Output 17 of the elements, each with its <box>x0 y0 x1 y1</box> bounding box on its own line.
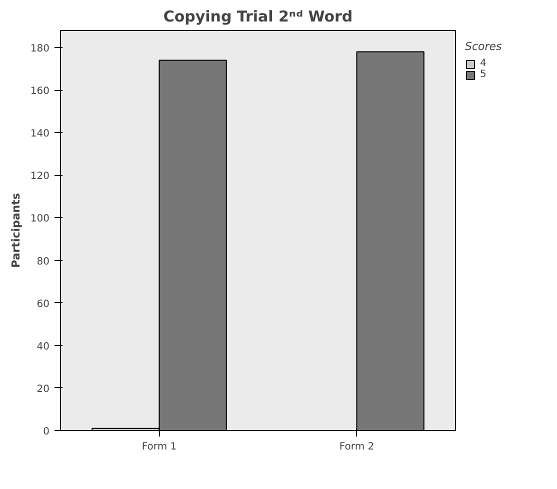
y-tick-label: 120 <box>30 171 50 182</box>
y-axis-title: Participants <box>9 192 22 268</box>
y-tick-label: 0 <box>43 426 50 438</box>
y-tick-label: 80 <box>36 256 50 268</box>
y-tick-label: 20 <box>36 384 50 395</box>
y-tick-label: 140 <box>30 128 50 140</box>
y-tick-label: 180 <box>30 44 50 55</box>
y-tick-label: 160 <box>30 86 50 98</box>
legend-label: 5 <box>480 69 488 80</box>
x-tick-label: Form 2 <box>339 442 374 452</box>
legend-title: Scores <box>465 40 502 53</box>
legend-label: 4 <box>480 58 488 69</box>
chart-title: Copying Trial 2ⁿᵈ Word <box>163 8 353 26</box>
x-tick-label: Form 1 <box>142 442 177 452</box>
y-tick-label: 40 <box>36 341 50 352</box>
y-tick-label: 60 <box>36 298 50 310</box>
y-tick-label: 100 <box>30 214 50 225</box>
